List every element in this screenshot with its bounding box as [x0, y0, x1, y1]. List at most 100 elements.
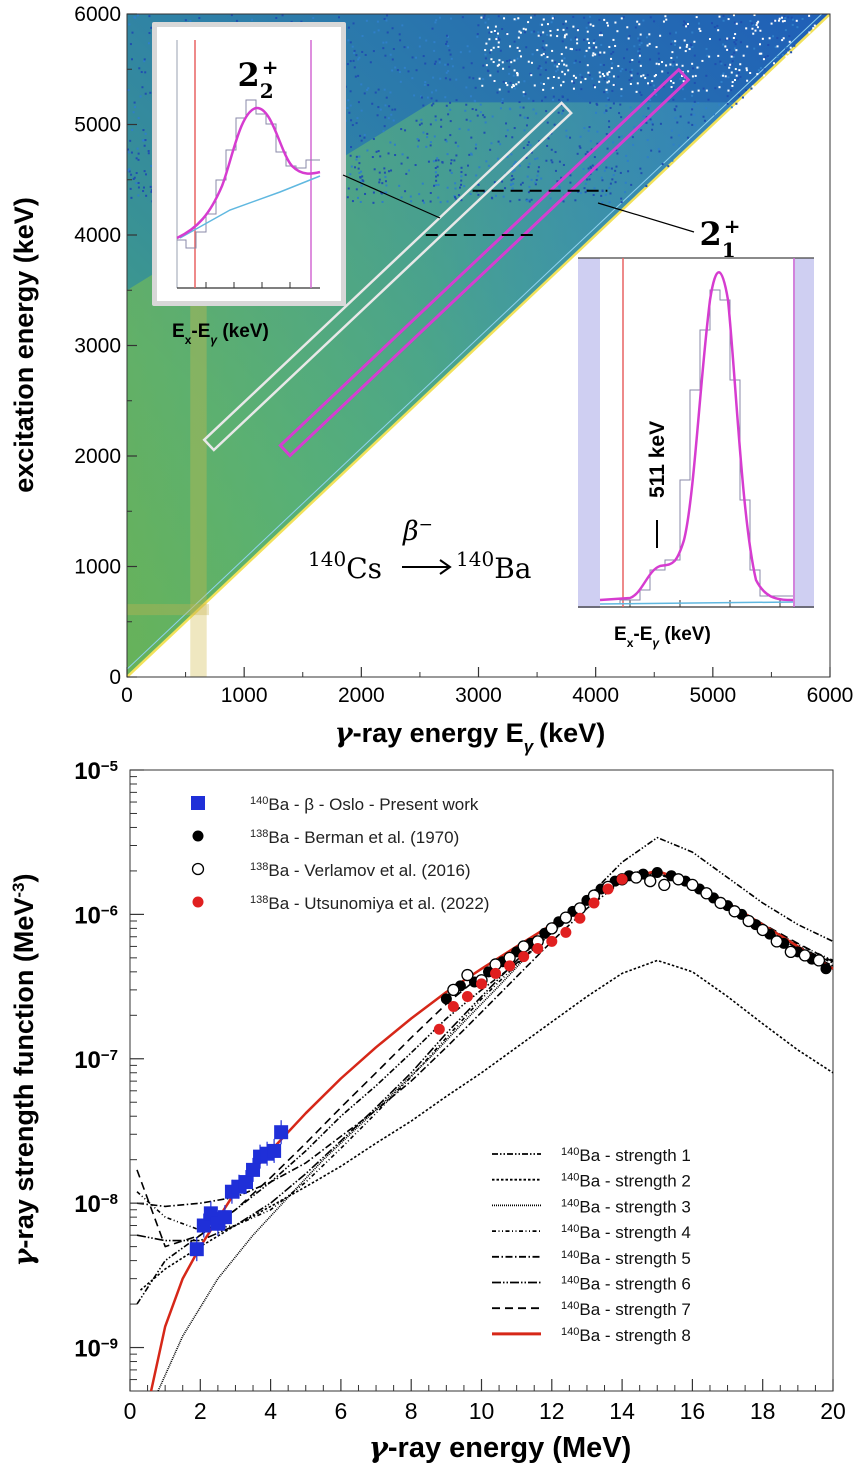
decay-type: β — [402, 516, 419, 547]
data-point-series-3 — [756, 923, 769, 937]
top-x-tick-label: 1000 — [221, 684, 268, 707]
parent-nucleus: Cs — [346, 552, 382, 585]
legend-model-label-5: 140Ba - strength 5 — [561, 1249, 691, 1268]
bottom-x-tick-label: 10 — [469, 1398, 495, 1424]
daughter-mass: 140 — [456, 547, 494, 571]
bottom-y-tick-label: 10−9 — [74, 1335, 118, 1363]
model-curve-8 — [149, 869, 834, 1392]
top-x-ticks: 0 1000 2000 3000 4000 5000 6000 — [121, 667, 853, 707]
top-y-tick-label: 4000 — [74, 224, 121, 247]
model-curve-4 — [136, 870, 834, 1231]
inset2-pointer — [597, 202, 695, 233]
legend-model-label-2: 140Ba - strength 2 — [561, 1172, 691, 1191]
data-point-series-1 — [246, 1162, 261, 1177]
parent-mass: 140 — [308, 547, 346, 571]
gate-boxes — [202, 67, 691, 458]
bottom-y-ticks: 10−5 10−6 10−7 10−8 10−9 — [74, 758, 144, 1392]
bottom-x-tick-label: 0 — [124, 1398, 137, 1424]
inset1-label: 22+ — [238, 55, 279, 103]
bottom-plot-frame — [129, 769, 834, 1392]
data-point-series-3 — [545, 922, 558, 935]
heatmap-horizontal-band — [127, 604, 210, 616]
top-x-label-unit: (keV) — [539, 718, 605, 748]
legend-model-label-1: 140Ba - strength 1 — [561, 1146, 691, 1165]
model-curve-2 — [139, 959, 834, 1291]
data-point-series-4 — [447, 1001, 459, 1013]
top-y-ticks: 0 1000 2000 3000 4000 5000 6000 — [74, 3, 137, 689]
bottom-x-tick-label: 6 — [335, 1398, 348, 1424]
top-y-tick-label: 5000 — [74, 114, 121, 137]
inset2-label: 21+ — [700, 214, 741, 262]
legend-label-2: 138Ba - Berman et al. (1970) — [250, 828, 459, 847]
bottom-x-axis-label: γ-ray energy (MeV) — [369, 1430, 632, 1464]
bottom-x-tick-label: 8 — [405, 1398, 418, 1424]
bottom-y-tick-label: 10−6 — [74, 902, 118, 930]
top-x-label-text: -ray energy E — [353, 718, 524, 748]
decay-sign: − — [419, 515, 433, 535]
inset2-x-label: Ex-Eγ (keV) — [614, 624, 711, 650]
inset-2-1-plus: 511 keV 21+ Ex-Eγ (keV) — [578, 214, 814, 650]
top-y-tick-label: 6000 — [74, 3, 121, 26]
data-point-series-2 — [820, 963, 832, 975]
legend-model-label-7: 140Ba - strength 7 — [561, 1300, 691, 1319]
data-point-series-3 — [573, 902, 587, 915]
data-point-series-3 — [742, 914, 755, 928]
data-point-series-3 — [658, 878, 671, 892]
data-point-series-1 — [189, 1242, 204, 1257]
bottom-x-tick-label: 4 — [264, 1398, 277, 1424]
heatmap-diagonal-edge-inner — [127, 14, 823, 670]
legend-marker-2 — [192, 830, 204, 842]
data-point-series-3 — [630, 871, 643, 884]
top-x-tick-label: 6000 — [807, 684, 854, 707]
data-point-series-4 — [560, 926, 572, 938]
top-x-tick-label: 5000 — [689, 684, 736, 707]
data-point-series-1 — [217, 1210, 232, 1225]
data-point-series-3 — [770, 935, 783, 948]
data-point-series-2 — [440, 993, 452, 1005]
legend-experimental: 140Ba - β - Oslo - Present work 138Ba - B… — [191, 795, 489, 913]
bottom-x-tick-label: 16 — [680, 1398, 706, 1424]
data-point-series-3 — [447, 983, 460, 997]
gamma-symbol: γ — [335, 718, 354, 749]
data-point-series-3 — [714, 896, 727, 910]
bottom-x-tick-label: 2 — [194, 1398, 207, 1424]
data-point-series-2 — [651, 867, 663, 879]
data-point-series-4 — [546, 935, 558, 947]
inset2-right-band — [793, 258, 814, 608]
data-point-series-1 — [238, 1175, 253, 1190]
legend-model-label-4: 140Ba - strength 4 — [561, 1223, 691, 1242]
bottom-x-tick-label: 20 — [820, 1398, 846, 1424]
data-point-series-3 — [672, 873, 685, 886]
top-y-tick-label: 3000 — [74, 335, 121, 358]
data-point-series-4 — [476, 978, 487, 990]
data-points — [189, 867, 832, 1262]
gate-box-1 — [202, 101, 573, 452]
bottom-panel-strength-function: 0 2 4 6 8 10 12 14 16 18 20 10−5 10−6 10−7 10−8 10−9 1… — [9, 758, 846, 1465]
legend-model-label-6: 140Ba - strength 6 — [561, 1275, 691, 1294]
inset2-511-label: 511 keV — [646, 421, 669, 498]
legend-model-label-3: 140Ba - strength 3 — [561, 1197, 691, 1216]
bottom-x-tick-label: 12 — [539, 1398, 565, 1424]
bottom-x-tick-label: 18 — [750, 1398, 776, 1424]
data-point-series-4 — [602, 883, 614, 895]
data-point-series-3 — [644, 874, 657, 888]
bottom-x-tick-label: 14 — [609, 1398, 635, 1424]
legend-marker-4 — [192, 896, 204, 908]
data-point-series-1 — [196, 1218, 211, 1233]
top-x-label-sub: γ — [524, 737, 535, 756]
data-point-series-1 — [274, 1125, 289, 1140]
data-point-series-3 — [461, 968, 474, 982]
inset2-background-fit — [599, 601, 794, 605]
inset1-peak-fit — [176, 106, 321, 240]
top-y-axis-label: excitation energy (keV) — [9, 197, 39, 493]
top-y-tick-label: 1000 — [74, 556, 121, 579]
dashed-gate-lines — [425, 189, 608, 236]
data-point-series-3 — [700, 887, 713, 900]
bottom-y-axis-label: γ-ray strength function (MeV-3) — [9, 874, 41, 1267]
data-point-series-3 — [798, 949, 812, 962]
data-point-series-4 — [532, 943, 544, 955]
legend-label-4: 138Ba - Utsunomiya et al. (2022) — [250, 894, 489, 913]
data-point-series-4 — [490, 967, 502, 979]
bottom-y-tick-label: 10−8 — [74, 1191, 118, 1219]
